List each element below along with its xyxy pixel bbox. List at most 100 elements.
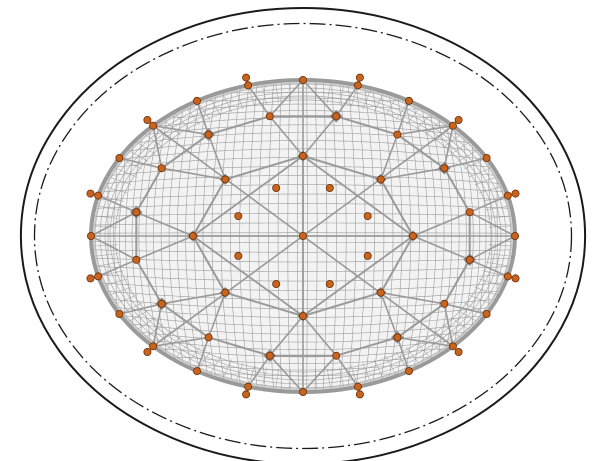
rim-mesh-spoke — [327, 81, 331, 104]
rim-mesh-spoke — [482, 270, 508, 277]
cable-member — [468, 194, 509, 213]
cable-member — [192, 235, 227, 294]
node-point — [298, 231, 307, 240]
node-point — [503, 272, 512, 281]
rim-mesh-spoke — [450, 140, 472, 155]
node-point — [157, 164, 166, 173]
node-points — [86, 73, 520, 399]
rim-mesh-spoke — [134, 140, 156, 155]
rim-mesh-spoke — [173, 111, 191, 130]
rim-mesh-spoke — [134, 317, 156, 332]
rim-mesh-spoke — [457, 310, 480, 323]
rim-mesh-spoke — [184, 347, 200, 366]
cable-member — [379, 291, 446, 305]
rim-mesh-spoke — [479, 278, 504, 287]
rim-mesh-spoke — [92, 215, 119, 219]
rim-mesh-spoke — [482, 195, 508, 202]
cable-member — [302, 79, 338, 118]
node-point — [363, 251, 372, 260]
cable-member — [268, 115, 304, 157]
node-point — [511, 189, 520, 198]
node-point — [234, 212, 243, 221]
rim-mesh-spoke — [362, 88, 372, 110]
cable-member — [160, 302, 210, 339]
node-point — [115, 153, 124, 162]
rim-mesh-spoke — [373, 359, 385, 381]
rim-mesh-spoke — [95, 261, 121, 267]
node-point — [325, 183, 334, 192]
rim-mesh-spoke — [208, 356, 221, 377]
mesh-line-horizontal — [91, 140, 511, 151]
node-point — [188, 231, 197, 240]
rim-mesh-spoke — [485, 261, 511, 267]
cable-member — [207, 115, 271, 136]
cable-member — [379, 167, 446, 181]
rim-mesh-spoke — [275, 368, 279, 391]
rim-mesh-spoke — [261, 367, 267, 390]
node-point — [244, 81, 253, 90]
node-point — [157, 299, 166, 308]
rim-mesh-spoke — [463, 157, 487, 170]
cable-member — [335, 354, 359, 388]
cable-member — [468, 235, 516, 261]
rim-mesh-spoke — [112, 295, 137, 306]
cable-member — [135, 235, 194, 261]
rim-mesh-spoke — [485, 205, 511, 211]
node-point — [149, 121, 158, 130]
cable-member — [196, 100, 210, 136]
mesh-line-horizontal — [91, 213, 512, 217]
node-point — [355, 73, 364, 82]
cable-member — [268, 354, 304, 393]
cable-member — [396, 336, 410, 372]
cable-member — [468, 258, 509, 278]
node-point — [482, 153, 491, 162]
rim-mesh-spoke — [479, 185, 504, 194]
node-point — [204, 130, 213, 139]
cable-member — [97, 258, 138, 278]
node-point — [465, 208, 474, 217]
cable-member — [160, 167, 226, 181]
rim-mesh-spoke — [173, 342, 191, 361]
mesh-line-horizontal — [91, 290, 511, 300]
cable-member — [207, 133, 226, 181]
rim-mesh-spoke — [415, 111, 433, 130]
node-point — [94, 191, 103, 200]
node-point — [298, 311, 307, 320]
cable-member — [396, 336, 454, 348]
rim-mesh-spoke — [126, 310, 149, 323]
rim-mesh-spoke — [469, 295, 494, 306]
rim-mesh-spoke — [221, 91, 233, 113]
outer-boundary-line — [19, 6, 587, 461]
rim-mesh-spoke — [119, 302, 143, 315]
cable-member — [379, 178, 414, 237]
rim-mesh-spoke — [275, 81, 279, 104]
node-point — [192, 96, 201, 105]
mesh-line-horizontal — [91, 117, 511, 126]
rim-mesh-spoke — [327, 368, 331, 391]
cable-member — [207, 291, 226, 339]
rim-mesh-spoke — [339, 367, 345, 390]
cable-member — [396, 100, 410, 136]
node-point — [440, 299, 449, 308]
node-point — [94, 272, 103, 281]
cable-member — [247, 354, 271, 388]
node-point — [298, 151, 307, 160]
node-point — [143, 116, 152, 125]
cable-member — [443, 167, 471, 214]
cable-member — [443, 258, 471, 305]
rim-mesh-spoke — [91, 225, 118, 228]
cable-member — [412, 235, 471, 261]
mesh-line-horizontal — [91, 241, 511, 243]
mesh-line-horizontal — [91, 203, 512, 209]
cable-member — [160, 291, 226, 305]
node-point — [353, 81, 362, 90]
node-point — [440, 164, 449, 173]
mesh-line-horizontal — [91, 184, 511, 193]
rim-mesh-spoke — [91, 244, 118, 247]
cable-member — [152, 336, 210, 348]
cable-member — [396, 302, 446, 339]
node-point — [132, 208, 141, 217]
node-point — [404, 96, 413, 105]
cable-member — [302, 354, 338, 393]
cable-member — [443, 302, 488, 315]
